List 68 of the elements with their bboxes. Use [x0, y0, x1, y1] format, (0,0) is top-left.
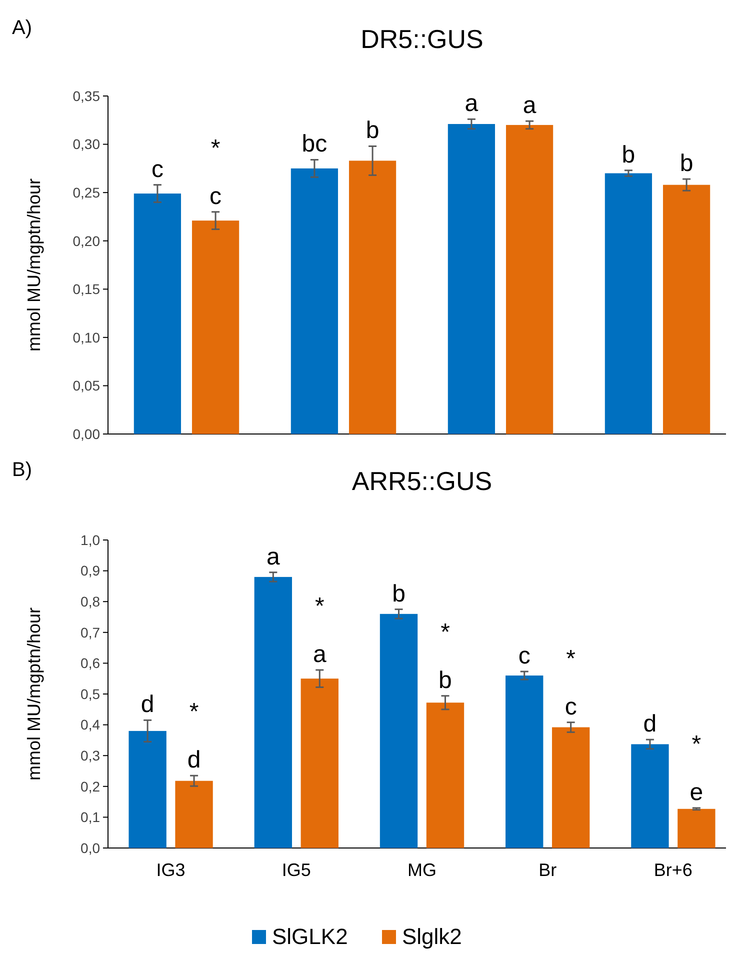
- y-tick-label: 0,6: [80, 655, 100, 672]
- text: B): [12, 459, 32, 481]
- y-tick-label: 0,10: [72, 329, 100, 346]
- data-label: * a: [312, 592, 327, 668]
- y-axis-title: mmol MU/mgptn/hour: [24, 607, 44, 781]
- y-tick-label: 0,20: [72, 232, 100, 249]
- y-tick-label: 0,00: [72, 426, 100, 442]
- x-tick-label: IG3: [156, 860, 186, 880]
- y-tick-label: 0,25: [72, 184, 100, 200]
- data-label: * e: [690, 730, 704, 806]
- y-tick-label: 0,7: [80, 624, 100, 640]
- data-label: a: [266, 543, 280, 570]
- bar: [175, 780, 213, 848]
- data-label: d: [140, 691, 154, 718]
- bar: [506, 124, 554, 434]
- bar: [128, 730, 166, 848]
- data-label: b: [366, 117, 380, 144]
- data-label: a: [464, 90, 479, 118]
- x-tick-label: MG: [408, 860, 436, 880]
- chart-title: DR5::GUS: [360, 24, 484, 54]
- bar: [678, 808, 716, 848]
- bar: [380, 614, 418, 848]
- data-label: * b: [438, 618, 452, 694]
- data-label: * d: [187, 698, 201, 774]
- bar: [604, 173, 652, 434]
- y-tick-label: 0,35: [72, 88, 100, 104]
- y-tick-label: 0,5: [80, 686, 100, 702]
- y-tick-label: 1,0: [80, 532, 100, 548]
- bar: [426, 702, 464, 848]
- data-label: b: [680, 150, 694, 178]
- y-tick-label: 0,9: [80, 562, 100, 579]
- y-axis-title: mmol MU/mgptn/hour: [24, 178, 44, 352]
- y-tick-label: 0,05: [72, 378, 100, 394]
- bar: [348, 160, 396, 434]
- bar: [631, 744, 669, 848]
- bar: [192, 220, 240, 434]
- data-label: b: [392, 580, 406, 608]
- y-tick-label: 0,2: [80, 778, 100, 794]
- data-label: a: [522, 92, 537, 120]
- bar: [300, 678, 338, 848]
- x-tick-label: Br: [538, 860, 557, 880]
- y-tick-label: 0,3: [80, 748, 100, 764]
- data-label: * c: [564, 645, 577, 720]
- data-label: d: [643, 710, 657, 738]
- y-tick-label: 0,8: [80, 594, 100, 610]
- legend-label: Slglk2: [402, 924, 462, 949]
- chart-title: ARR5::GUS: [352, 466, 492, 496]
- data-label: c: [151, 156, 164, 183]
- bar: [662, 184, 710, 434]
- y-tick-label: 0,0: [80, 840, 100, 856]
- bar: [506, 676, 544, 848]
- legend-label: SlGLK2: [272, 924, 348, 949]
- x-tick-label: IG5: [282, 860, 311, 880]
- y-tick-label: 0,30: [72, 136, 100, 152]
- y-tick-label: 0,4: [80, 716, 100, 733]
- data-label: b: [622, 141, 636, 168]
- data-label: bc: [302, 130, 328, 158]
- x-tick-label: Br+6: [654, 860, 692, 880]
- data-label: c: [518, 642, 530, 670]
- y-tick-label: 0,1: [80, 809, 100, 826]
- bar: [552, 727, 590, 848]
- y-tick-label: 0,15: [72, 281, 100, 298]
- bar: [290, 168, 338, 434]
- text: A): [12, 17, 32, 39]
- bar: [254, 576, 292, 848]
- data-label: * c: [210, 134, 222, 210]
- bar: [448, 124, 496, 434]
- bar: [134, 194, 182, 434]
